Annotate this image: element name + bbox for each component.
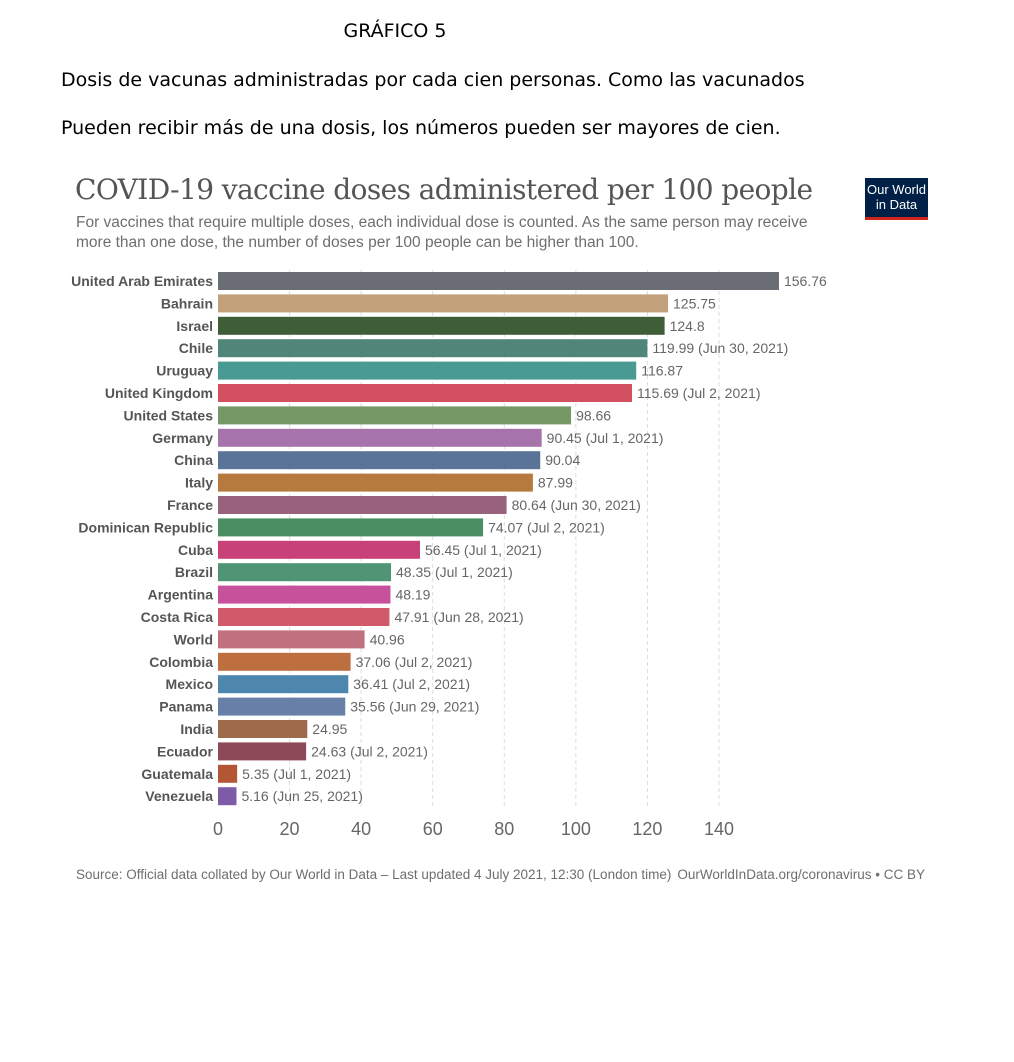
- bar-guatemala: [218, 764, 238, 783]
- value-label-brazil: 48.35 (Jul 1, 2021): [396, 564, 513, 580]
- chart-subtitle: For vaccines that require multiple doses…: [76, 214, 808, 251]
- bar-germany: [218, 428, 542, 447]
- bar-colombia: [218, 652, 351, 671]
- value-label-bahrain: 125.75: [673, 295, 716, 311]
- value-label-united-arab-emirates: 156.76: [784, 273, 827, 289]
- value-label-panama: 35.56 (Jun 29, 2021): [350, 699, 479, 715]
- bar-brazil: [218, 563, 392, 582]
- category-label-brazil: Brazil: [175, 564, 213, 580]
- bar-ecuador: [218, 742, 307, 761]
- value-label-italy: 87.99: [538, 475, 573, 491]
- x-tick-label-140: 140: [704, 819, 734, 839]
- value-label-world: 40.96: [370, 631, 405, 647]
- category-label-italy: Italy: [185, 475, 213, 491]
- bar-costa-rica: [218, 608, 390, 626]
- category-label-cuba: Cuba: [178, 542, 213, 558]
- value-label-uruguay: 116.87: [641, 363, 683, 379]
- category-label-ecuador: Ecuador: [157, 743, 214, 759]
- value-label-germany: 90.45 (Jul 1, 2021): [547, 430, 664, 446]
- bar-chart: United Arab Emirates 156.76 Bahrain 125.75 I…: [71, 270, 827, 839]
- category-label-costa-rica: Costa Rica: [141, 609, 214, 625]
- category-label-argentina: Argentina: [148, 587, 214, 603]
- chart-credit-link[interactable]: OurWorldInData.org/coronavirus • CC BY: [677, 867, 925, 882]
- x-tick-label-100: 100: [561, 819, 591, 839]
- category-label-panama: Panama: [159, 699, 213, 715]
- x-tick-label-120: 120: [632, 819, 662, 839]
- category-label-chile: Chile: [179, 340, 213, 356]
- bar-chile: [218, 339, 648, 358]
- value-label-dominican-republic: 74.07 (Jul 2, 2021): [488, 519, 605, 535]
- logo-line-1: Our World: [867, 182, 926, 197]
- category-label-bahrain: Bahrain: [161, 295, 213, 311]
- bar-france: [218, 496, 507, 514]
- bar-india: [218, 720, 308, 738]
- chart-source: Source: Official data collated by Our Wo…: [76, 867, 672, 882]
- chart-title: COVID-19 vaccine doses administered per …: [75, 173, 813, 206]
- category-label-mexico: Mexico: [166, 676, 213, 692]
- document-description-line-1: Dosis de vacunas administradas por cada …: [61, 69, 805, 91]
- bar-world: [218, 630, 365, 649]
- x-tick-label-0: 0: [213, 819, 223, 839]
- category-label-united-states: United States: [124, 407, 214, 423]
- document-description-line-2: Pueden recibir más de una dosis, los núm…: [61, 117, 781, 139]
- value-label-argentina: 48.19: [395, 587, 430, 603]
- value-label-china: 90.04: [545, 452, 580, 468]
- bar-united-kingdom: [218, 384, 633, 402]
- category-label-world: World: [174, 631, 213, 647]
- category-label-uruguay: Uruguay: [156, 363, 213, 379]
- value-label-cuba: 56.45 (Jul 1, 2021): [425, 542, 542, 558]
- category-label-united-arab-emirates: United Arab Emirates: [71, 273, 213, 289]
- bar-argentina: [218, 585, 391, 604]
- value-label-guatemala: 5.35 (Jul 1, 2021): [242, 766, 351, 782]
- bar-panama: [218, 697, 346, 716]
- bar-venezuela: [218, 787, 237, 806]
- x-tick-label-60: 60: [423, 819, 443, 839]
- value-label-ecuador: 24.63 (Jul 2, 2021): [311, 743, 428, 759]
- category-label-guatemala: Guatemala: [141, 766, 213, 782]
- bar-israel: [218, 316, 665, 335]
- value-label-mexico: 36.41 (Jul 2, 2021): [353, 676, 470, 692]
- category-label-colombia: Colombia: [149, 654, 213, 670]
- x-tick-label-40: 40: [351, 819, 371, 839]
- category-label-germany: Germany: [152, 430, 213, 446]
- value-label-france: 80.64 (Jun 30, 2021): [512, 497, 641, 513]
- document-heading: GRÁFICO 5: [343, 20, 447, 42]
- category-label-united-kingdom: United Kingdom: [105, 385, 213, 401]
- bar-united-states: [218, 406, 572, 425]
- category-label-france: France: [167, 497, 213, 513]
- category-label-israel: Israel: [176, 318, 213, 334]
- value-label-colombia: 37.06 (Jul 2, 2021): [356, 654, 473, 670]
- value-label-india: 24.95: [312, 721, 347, 737]
- owid-logo[interactable]: Our World in Data: [865, 178, 928, 220]
- x-tick-label-20: 20: [280, 819, 300, 839]
- value-label-united-kingdom: 115.69 (Jul 2, 2021): [637, 385, 761, 401]
- bar-italy: [218, 473, 533, 492]
- value-label-costa-rica: 47.91 (Jun 28, 2021): [394, 609, 523, 625]
- value-label-israel: 124.8: [670, 318, 705, 334]
- bar-cuba: [218, 540, 421, 559]
- value-label-venezuela: 5.16 (Jun 25, 2021): [241, 788, 362, 804]
- category-label-dominican-republic: Dominican Republic: [78, 519, 213, 535]
- category-label-india: India: [180, 721, 213, 737]
- logo-line-2: in Data: [875, 197, 918, 212]
- category-label-china: China: [174, 452, 213, 468]
- bar-mexico: [218, 675, 349, 694]
- x-tick-label-80: 80: [494, 819, 514, 839]
- bar-dominican-republic: [218, 518, 484, 537]
- category-label-venezuela: Venezuela: [145, 788, 213, 804]
- value-label-chile: 119.99 (Jun 30, 2021): [652, 340, 788, 356]
- bar-bahrain: [218, 294, 669, 313]
- bar-united-arab-emirates: [218, 272, 779, 290]
- value-label-united-states: 98.66: [576, 407, 611, 423]
- bar-china: [218, 451, 541, 470]
- bar-uruguay: [218, 361, 637, 380]
